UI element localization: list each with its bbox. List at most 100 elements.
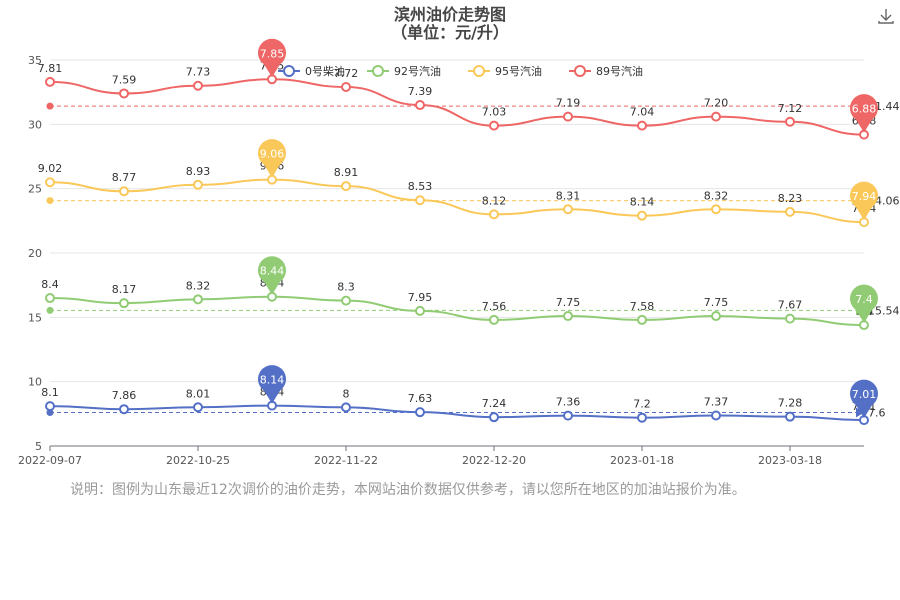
average-line-label: 15.54: [868, 304, 900, 317]
chart-note: 说明：图例为山东最近12次调价的油价走势，本网站油价数据仅供参考，请以您所在地区…: [70, 482, 746, 498]
data-label: 8.32: [704, 189, 729, 202]
extreme-pin-label: 7.94: [852, 190, 877, 203]
data-label: 8.32: [186, 279, 211, 292]
data-point: [415, 407, 425, 418]
x-tick-label: 2022-11-22: [314, 454, 378, 467]
data-point: [489, 412, 499, 423]
data-label: 7.73: [186, 66, 211, 79]
data-point: [637, 120, 647, 131]
extreme-pin: [257, 365, 286, 404]
data-point: [563, 410, 573, 421]
legend-marker: [283, 65, 295, 77]
data-point: [415, 305, 425, 316]
chart-title: 滨州油价走势图: [394, 5, 506, 24]
download-icon[interactable]: [878, 9, 894, 24]
extreme-pin-label: 8.44: [260, 265, 285, 278]
data-point: [341, 82, 351, 93]
data-point: [45, 76, 55, 87]
legend-label: 92号汽油: [394, 64, 441, 78]
y-tick-label: 35: [28, 54, 42, 67]
data-point: [563, 111, 573, 122]
y-tick-label: 5: [35, 440, 42, 453]
chart-subtitle: （单位：元/升）: [391, 23, 509, 42]
extreme-pin: [850, 181, 878, 221]
data-point: [45, 293, 55, 304]
extreme-pin-label: 7.85: [260, 47, 285, 60]
data-label: 8.23: [778, 192, 803, 205]
data-point: [637, 210, 647, 221]
legend-item[interactable]: 95号汽油: [468, 64, 542, 78]
data-label: 7.20: [704, 97, 729, 110]
extreme-pin: [257, 256, 286, 295]
data-label: 7.75: [704, 296, 729, 309]
axes: 5 10 15 20 25 30 35 2022-09-07 2022-10-25 2022-11…: [18, 54, 864, 467]
data-label: 7.72: [334, 67, 359, 80]
data-label: 7.59: [112, 73, 137, 86]
data-label: 7.19: [556, 97, 581, 110]
legend-label: 0号柴油: [305, 64, 345, 78]
data-label: 7.24: [482, 397, 507, 410]
extreme-pin-label: 7.01: [852, 388, 877, 401]
legend-item[interactable]: 89号汽油: [569, 64, 643, 78]
data-label: 7.86: [112, 389, 137, 402]
data-point: [563, 204, 573, 215]
data-point: [489, 120, 499, 131]
data-label: 7.95: [408, 291, 433, 304]
data-point: [45, 177, 55, 188]
data-point: [785, 313, 795, 324]
average-line-start-dot: [46, 102, 54, 110]
data-label: 7.56: [482, 300, 507, 313]
data-label: 8.91: [334, 166, 359, 179]
data-point: [563, 311, 573, 322]
data-point: [489, 314, 499, 325]
data-label: 7.39: [408, 85, 433, 98]
data-label: 7.36: [556, 396, 581, 409]
data-label: 8.4: [41, 278, 59, 291]
extreme-pin: [257, 38, 286, 78]
data-labels: 7.6 8.1 7.86 8.01 8.14 8 7.63 7.24 7.36 7.2 7.37 7.…: [38, 59, 900, 419]
data-label: 7.03: [482, 106, 507, 119]
data-point: [119, 298, 129, 309]
data-point: [45, 401, 55, 412]
grid: [50, 59, 864, 383]
legend-marker: [473, 65, 485, 77]
extreme-pin-label: 6.88: [852, 103, 877, 116]
data-point: [193, 179, 203, 190]
extreme-pin-label: 7.4: [855, 293, 873, 306]
data-label: 8.1: [41, 386, 59, 399]
data-point: [341, 402, 351, 413]
data-label: 7.37: [704, 396, 729, 409]
legend-marker: [574, 65, 586, 77]
series-line: [49, 404, 865, 422]
y-tick-label: 30: [28, 118, 42, 131]
x-tick-label: 2022-12-20: [462, 454, 526, 467]
data-point: [341, 181, 351, 192]
y-tick-label: 15: [28, 311, 42, 324]
x-tick-label: 2022-10-25: [166, 454, 230, 467]
average-line-start-dot: [46, 197, 54, 205]
data-point: [785, 411, 795, 422]
data-label: 8.93: [186, 165, 211, 178]
extreme-pin: [850, 284, 878, 324]
data-label: 8.17: [112, 283, 137, 296]
data-point: [415, 195, 425, 206]
x-tick-label: 2022-09-07: [18, 454, 82, 467]
legend[interactable]: 0号柴油 92号汽油 95号汽油 89号汽油: [278, 64, 643, 78]
data-label: 8.01: [186, 387, 211, 400]
data-point: [711, 111, 721, 122]
legend-item[interactable]: 0号柴油: [278, 64, 345, 78]
data-label: 7.67: [778, 299, 803, 312]
legend-item[interactable]: 92号汽油: [367, 64, 441, 78]
legend-label: 89号汽油: [596, 64, 643, 78]
average-line-arrow: [856, 407, 864, 418]
data-point: [637, 314, 647, 325]
data-point: [785, 206, 795, 217]
y-tick-label: 20: [28, 247, 42, 260]
series-line: [49, 78, 865, 136]
legend-label: 95号汽油: [495, 64, 542, 78]
data-point: [711, 311, 721, 322]
data-label: 9.02: [38, 162, 63, 175]
data-label: 7.28: [778, 397, 803, 410]
data-point: [711, 204, 721, 215]
